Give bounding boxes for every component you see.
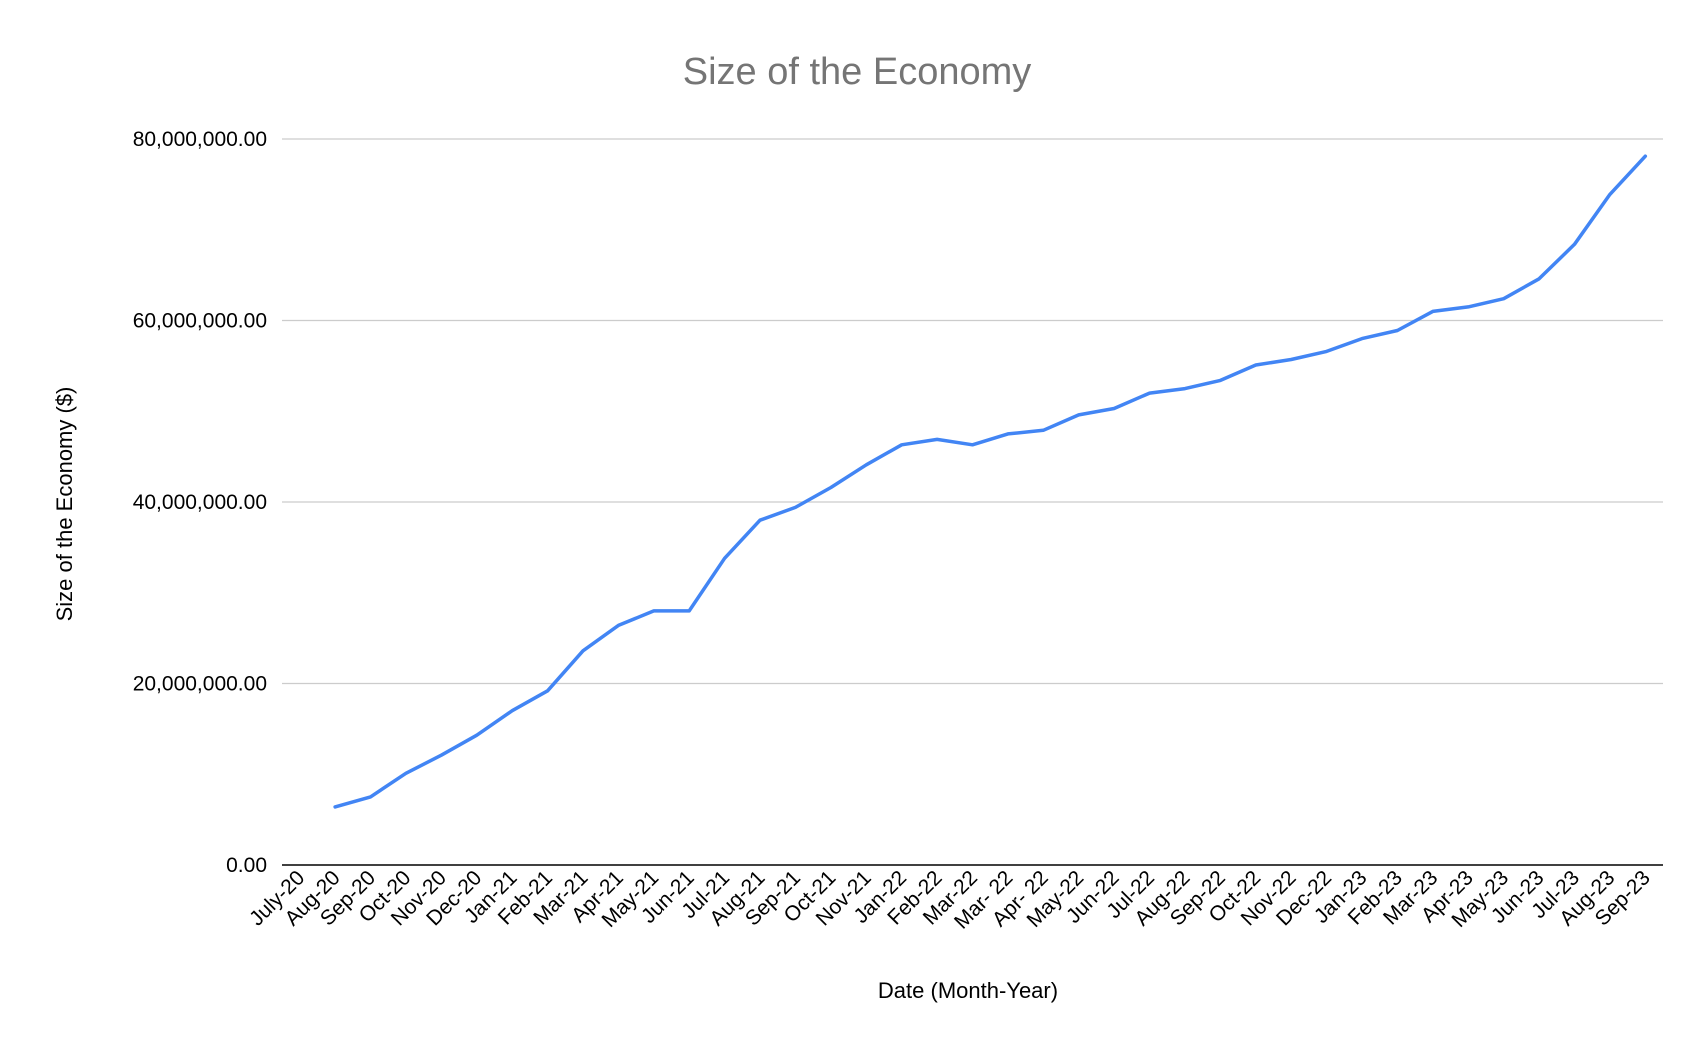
series-layer bbox=[335, 156, 1645, 807]
y-tick-label: 0.00 bbox=[226, 854, 267, 877]
series-line bbox=[335, 156, 1645, 807]
y-axis-ticks: 0.00 20,000,000.00 40,000,000.00 60,000,000… bbox=[133, 128, 267, 877]
y-axis-title: Size of the Economy ($) bbox=[52, 387, 77, 622]
y-tick-label: 80,000,000.00 bbox=[133, 128, 267, 151]
y-tick-label: 60,000,000.00 bbox=[133, 310, 267, 333]
y-tick-label: 40,000,000.00 bbox=[133, 491, 267, 514]
chart-title: Size of the Economy bbox=[683, 51, 1032, 93]
y-tick-label: 20,000,000.00 bbox=[133, 673, 267, 696]
gridlines bbox=[282, 139, 1663, 865]
x-axis-ticks: July-20Aug-20Sep-20Oct-20Nov-20Dec-20Jan… bbox=[245, 866, 1655, 933]
x-axis-title: Date (Month-Year) bbox=[878, 978, 1058, 1003]
